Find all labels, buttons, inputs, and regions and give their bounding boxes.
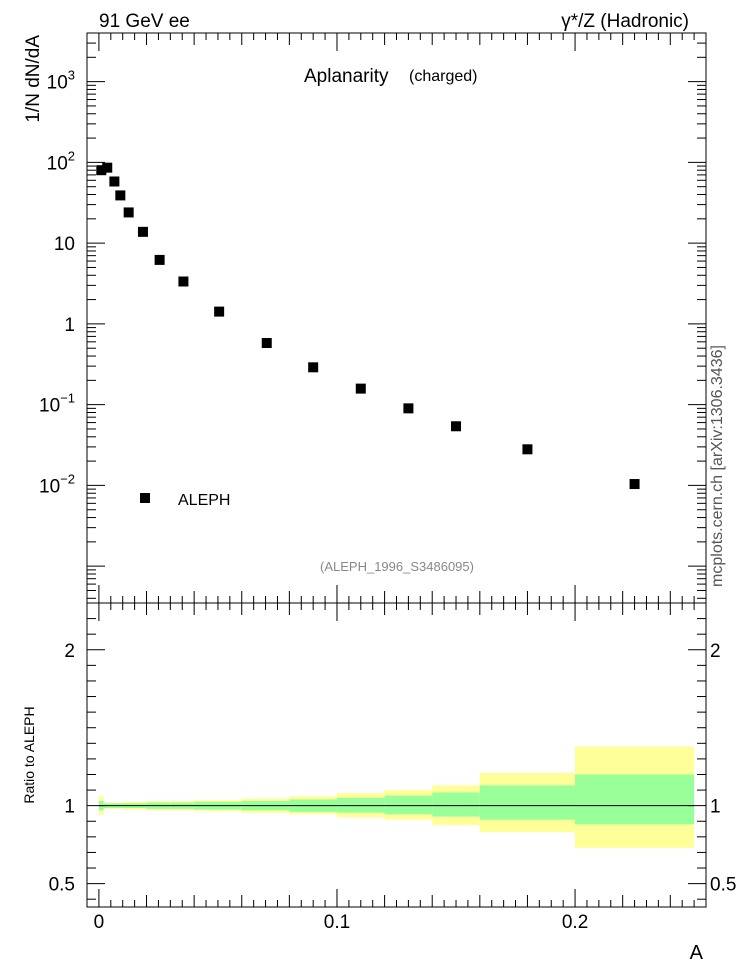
data-point <box>109 176 120 187</box>
data-point <box>214 306 225 317</box>
main-plot-frame <box>86 32 707 604</box>
x-tick-label: 0.1 <box>324 912 350 933</box>
ratio-y-tick-label-right: 1 <box>710 797 721 818</box>
legend-marker <box>140 493 150 503</box>
data-point <box>403 403 414 414</box>
data-point <box>115 190 126 201</box>
ratio-y-tick-label: 2 <box>64 641 75 662</box>
ratio-y-tick-label: 1 <box>64 797 75 818</box>
data-point <box>451 421 462 432</box>
ratio-band-inner <box>432 792 480 817</box>
data-point <box>178 276 189 287</box>
main-y-tick-label: 10−2 <box>39 471 75 497</box>
ratio-y-axis-label: Ratio to ALEPH <box>21 706 37 803</box>
ratio-axis-ticks <box>87 602 706 900</box>
data-point <box>154 254 165 265</box>
plot-subtitle: (charged) <box>409 68 477 85</box>
data-point <box>355 383 366 394</box>
main-y-tick-label: 102 <box>47 148 75 174</box>
data-point <box>308 362 319 373</box>
main-y-tick-label: 1 <box>64 315 75 336</box>
ratio-y-tick-labels: 2 2 1 1 0.5 0.5 <box>49 641 737 896</box>
legend-label: ALEPH <box>178 492 230 509</box>
data-point <box>261 338 272 349</box>
data-point <box>102 162 113 173</box>
data-point <box>96 165 107 176</box>
x-tick-label: 0.2 <box>562 912 588 933</box>
analysis-id: (ALEPH_1996_S3486095) <box>320 559 474 574</box>
plot-title: Aplanarity <box>304 66 389 87</box>
ratio-band-inner <box>575 774 695 825</box>
ratio-x-tick-labels: 0 0.1 0.2 <box>94 912 589 933</box>
ratio-plot-panel: 2 2 1 1 0.5 0.5 0 0.1 0.2 Ratio to ALEPH A <box>21 602 737 964</box>
main-y-tick-label: 10 <box>54 234 75 255</box>
ratio-bands <box>98 746 695 848</box>
main-axis-ticks <box>87 32 706 907</box>
x-axis-label: A <box>690 942 704 964</box>
ratio-plot-frame <box>86 602 707 908</box>
ratio-y-tick-label: 0.5 <box>49 875 75 896</box>
main-y-tick-label: 10−1 <box>39 391 75 417</box>
header-right: γ*/Z (Hadronic) <box>561 11 689 32</box>
watermark: mcplots.cern.ch [arXiv:1306.3436] <box>709 345 726 587</box>
data-point <box>123 207 134 218</box>
main-y-axis-label: 1/N dN/dA <box>23 35 44 123</box>
ratio-band-inner <box>384 795 433 815</box>
main-y-tick-label: 103 <box>47 68 75 94</box>
ratio-y-tick-label-right: 0.5 <box>710 875 736 896</box>
data-point <box>522 444 533 455</box>
header-left: 91 GeV ee <box>99 11 190 32</box>
x-tick-label: 0 <box>94 912 105 933</box>
data-points <box>96 162 640 490</box>
ratio-y-tick-label-right: 2 <box>710 641 721 662</box>
ratio-band-inner <box>479 785 576 820</box>
data-point <box>629 479 640 490</box>
data-point <box>137 226 148 237</box>
